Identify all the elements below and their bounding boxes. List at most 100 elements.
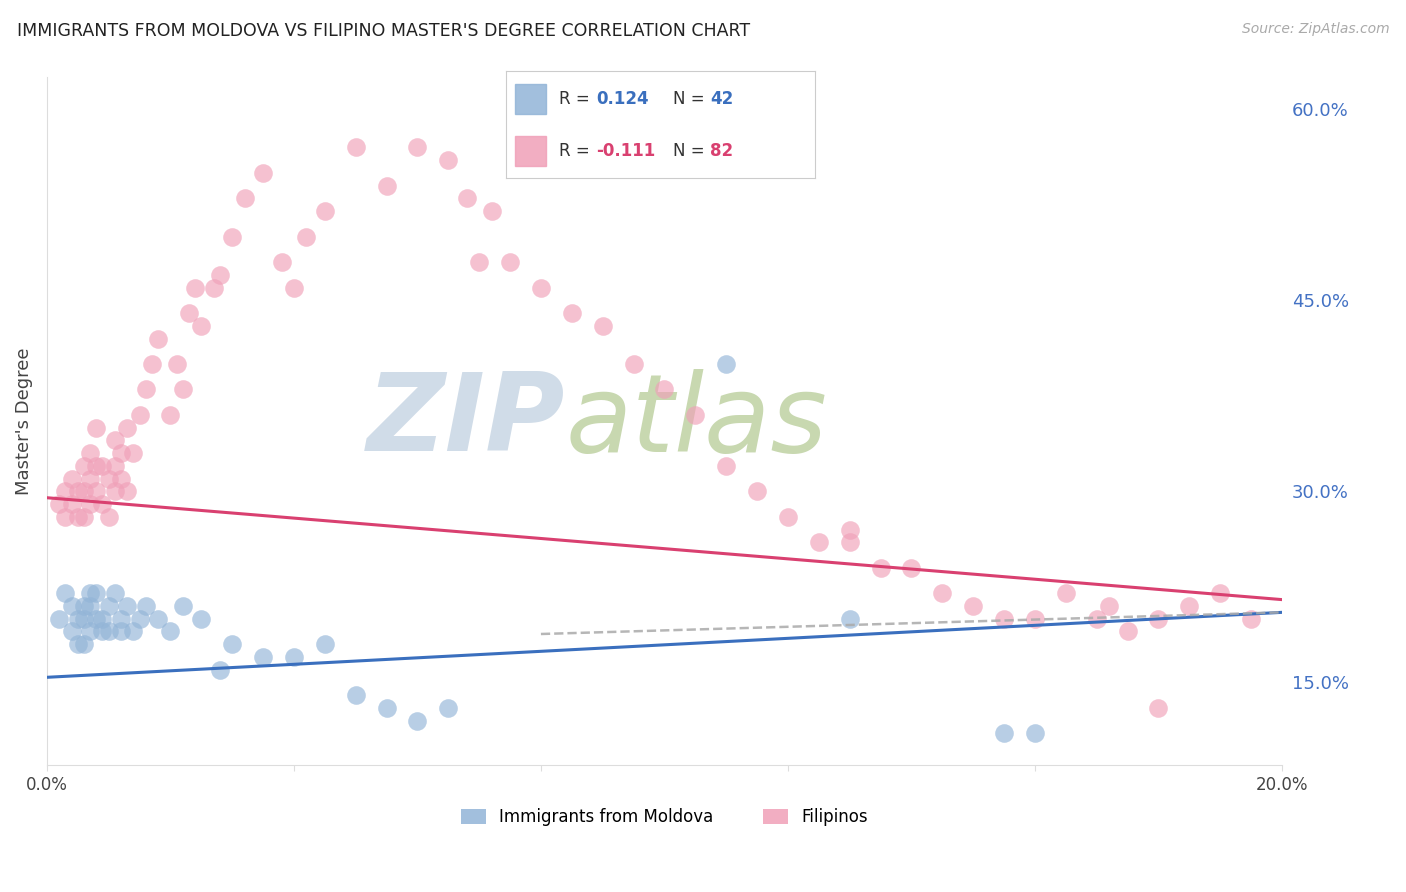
Point — [97, 472, 120, 486]
Text: 42: 42 — [710, 90, 734, 108]
Point — [993, 726, 1015, 740]
Point — [776, 509, 799, 524]
Point — [66, 484, 89, 499]
Point — [110, 472, 132, 486]
Point — [122, 446, 145, 460]
Point — [66, 637, 89, 651]
Point — [60, 599, 83, 613]
Point — [84, 484, 107, 499]
Point — [122, 624, 145, 639]
Point — [481, 204, 503, 219]
Point — [73, 637, 96, 651]
Point — [623, 357, 645, 371]
Point — [1054, 586, 1077, 600]
Point — [1085, 612, 1108, 626]
Point — [931, 586, 953, 600]
Legend: Immigrants from Moldova, Filipinos: Immigrants from Moldova, Filipinos — [454, 801, 875, 832]
Point — [73, 599, 96, 613]
Point — [685, 408, 707, 422]
Point — [295, 229, 318, 244]
Point — [159, 408, 181, 422]
Point — [48, 497, 70, 511]
Point — [1209, 586, 1232, 600]
Point — [184, 280, 207, 294]
Point — [1024, 612, 1046, 626]
Point — [91, 458, 114, 473]
Point — [60, 497, 83, 511]
Text: R =: R = — [558, 90, 595, 108]
Point — [84, 420, 107, 434]
Point — [221, 229, 243, 244]
Point — [437, 701, 460, 715]
Point — [1147, 612, 1170, 626]
Point — [1116, 624, 1139, 639]
Point — [344, 688, 367, 702]
Text: Source: ZipAtlas.com: Source: ZipAtlas.com — [1241, 22, 1389, 37]
Point — [745, 484, 768, 499]
Point — [159, 624, 181, 639]
Text: 0.124: 0.124 — [596, 90, 648, 108]
Point — [97, 599, 120, 613]
Point — [73, 612, 96, 626]
Point — [104, 458, 127, 473]
Point — [79, 586, 101, 600]
Point — [91, 497, 114, 511]
Point — [55, 509, 77, 524]
Text: N =: N = — [673, 90, 710, 108]
Point — [838, 535, 860, 549]
Point — [838, 523, 860, 537]
Point — [84, 458, 107, 473]
Point — [66, 612, 89, 626]
Point — [283, 649, 305, 664]
Point — [270, 255, 292, 269]
Point — [1147, 701, 1170, 715]
Point — [146, 612, 169, 626]
Point — [993, 612, 1015, 626]
Point — [79, 497, 101, 511]
Point — [104, 484, 127, 499]
Point — [110, 446, 132, 460]
Point — [135, 599, 157, 613]
Point — [456, 191, 478, 205]
Point — [110, 612, 132, 626]
Point — [135, 383, 157, 397]
Point — [104, 586, 127, 600]
Text: 82: 82 — [710, 142, 734, 160]
Point — [84, 612, 107, 626]
Point — [208, 268, 231, 282]
Point — [1240, 612, 1263, 626]
Point — [55, 484, 77, 499]
Point — [375, 178, 398, 193]
Point — [166, 357, 188, 371]
Point — [283, 280, 305, 294]
Point — [73, 458, 96, 473]
Point — [654, 383, 676, 397]
Point — [110, 624, 132, 639]
Point — [115, 599, 138, 613]
Point — [79, 472, 101, 486]
Point — [104, 434, 127, 448]
Point — [73, 509, 96, 524]
Text: N =: N = — [673, 142, 710, 160]
Point — [177, 306, 200, 320]
Point — [437, 153, 460, 168]
Point — [900, 561, 922, 575]
Point — [1098, 599, 1121, 613]
Point — [190, 612, 212, 626]
Point — [468, 255, 491, 269]
Text: atlas: atlas — [565, 368, 828, 474]
Point — [79, 599, 101, 613]
Text: IMMIGRANTS FROM MOLDOVA VS FILIPINO MASTER'S DEGREE CORRELATION CHART: IMMIGRANTS FROM MOLDOVA VS FILIPINO MAST… — [17, 22, 749, 40]
Point — [91, 624, 114, 639]
Point — [60, 624, 83, 639]
Point — [128, 612, 150, 626]
Point — [66, 509, 89, 524]
Point — [530, 280, 553, 294]
Bar — [516, 84, 547, 114]
Point — [252, 166, 274, 180]
Point — [869, 561, 891, 575]
Point — [91, 612, 114, 626]
Point — [84, 586, 107, 600]
Point — [592, 318, 614, 333]
Point — [714, 458, 737, 473]
